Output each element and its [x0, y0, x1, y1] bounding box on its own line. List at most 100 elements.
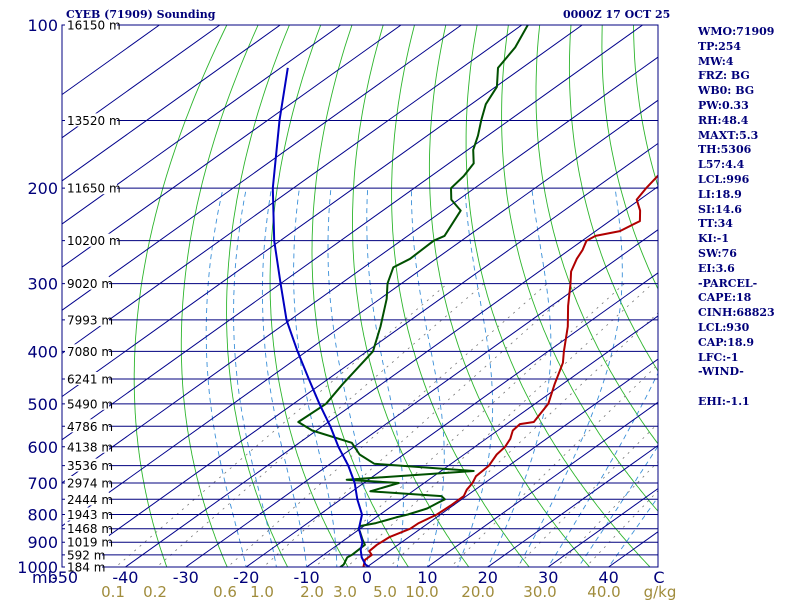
mixing-ratio-line: [227, 283, 548, 567]
height-label-bg: [65, 535, 109, 549]
height-label: 9020 m: [67, 277, 113, 291]
dry-adiabat-line: [501, 25, 658, 512]
index-line: MAXT:5.3: [698, 128, 759, 142]
height-label-bg: [65, 113, 117, 127]
mixing-ratio-label: 0.6: [213, 583, 237, 600]
dry-adiabat-line: [568, 25, 658, 372]
pressure-tick-label: 400: [27, 342, 58, 361]
pressure-tick-label: 300: [27, 275, 58, 294]
temperature-tick-label: -50: [52, 568, 78, 587]
isotherm-line: [306, 315, 658, 567]
isotherm-line: [62, 25, 341, 225]
moist-adiabat-line: [547, 372, 658, 567]
pressure-tick-label: 500: [27, 395, 58, 414]
dewpoint-profile: [297, 25, 529, 567]
moist-adiabat-line: [327, 188, 369, 567]
height-label: 2974 m: [67, 477, 113, 491]
pressure-tick-label: 100: [27, 16, 58, 35]
height-label-bg: [65, 276, 109, 290]
height-label: 11650 m: [67, 182, 121, 196]
parcel-profile: [271, 67, 371, 567]
dry-adiabat-line: [180, 25, 259, 567]
index-line: SI:14.6: [698, 202, 742, 216]
plot-frame: [61, 24, 659, 568]
height-label-bg: [65, 18, 117, 31]
moist-adiabat-line: [410, 188, 445, 567]
index-line: SW:76: [698, 246, 737, 260]
height-label: 7080 m: [67, 345, 113, 359]
mixing-ratio-line: [346, 283, 653, 567]
isotherm-line: [366, 358, 658, 567]
height-label: 4138 m: [67, 440, 113, 454]
moist-adiabat-line: [261, 188, 308, 567]
temperature-tick-label: -30: [173, 568, 199, 587]
height-label-bg: [65, 344, 109, 358]
height-label-bg: [65, 439, 109, 453]
height-label: 1943 m: [67, 508, 113, 522]
index-line: RH:48.4: [698, 113, 749, 127]
height-label-bg: [65, 560, 102, 573]
station-title: CYEB (71909) Sounding: [66, 8, 216, 21]
temperature-tick-label: 30: [538, 568, 558, 587]
moist-adiabat-line: [205, 188, 247, 567]
height-label-bg: [65, 547, 102, 561]
dry-adiabat-line: [788, 13, 800, 579]
dry-adiabat-line: [311, 25, 409, 567]
dry-adiabat-line: [465, 25, 651, 567]
mixing-ratio-line: [450, 364, 658, 567]
moist-adiabat-line: [293, 188, 338, 567]
moist-adiabat-line: [517, 188, 623, 567]
index-line: MW:4: [698, 54, 734, 68]
height-label-bg: [65, 458, 109, 472]
height-label: 13520 m: [67, 114, 121, 128]
height-label: 6241 m: [67, 373, 113, 387]
index-line: TP:254: [698, 39, 742, 53]
height-label-bg: [65, 372, 109, 385]
height-label-bg: [65, 492, 109, 506]
pressure-tick-label: 600: [27, 438, 58, 457]
height-label: 10200 m: [67, 234, 121, 248]
temperature-tick-label: -40: [112, 568, 138, 587]
index-line: WMO:71909: [698, 25, 775, 38]
isotherm-line: [62, 25, 643, 441]
index-line: TT:34: [698, 217, 733, 231]
pressure-axis-unit: mb: [32, 568, 58, 587]
isotherm-line: [62, 99, 658, 527]
pressure-tick-label: 800: [27, 506, 58, 525]
index-line: LCL:996: [698, 172, 750, 186]
index-line: LCL:930: [698, 320, 750, 334]
dry-adiabat-line: [535, 25, 658, 445]
dry-adiabat-line: [428, 25, 591, 567]
index-line: EHI:-1.1: [698, 394, 750, 408]
height-label: 3536 m: [67, 459, 113, 473]
pressure-tick-label: 900: [27, 533, 58, 552]
mixing-ratio-label: 0.2: [143, 583, 167, 600]
height-label: 1019 m: [67, 536, 113, 550]
moist-adiabat-line: [487, 188, 552, 567]
index-line: EI:3.6: [698, 261, 735, 275]
index-line: CINH:68823: [698, 306, 775, 320]
dry-adiabat-line: [352, 25, 470, 567]
height-label-bg: [65, 233, 117, 247]
mixing-ratio-label: 2.0: [300, 583, 324, 600]
height-label: 5490 m: [67, 397, 113, 411]
index-line: LI:18.9: [698, 187, 742, 201]
height-label-bg: [65, 521, 109, 535]
isotherm-line: [185, 229, 658, 567]
height-label-bg: [65, 507, 109, 521]
mixing-ratio-label: 40.0: [587, 583, 620, 600]
temperature-tick-label: 10: [417, 568, 437, 587]
index-line: KI:-1: [698, 232, 729, 246]
isotherm-line: [487, 444, 658, 567]
index-line: WB0: BG: [698, 84, 755, 98]
moist-adiabat-line: [457, 188, 494, 567]
height-label-bg: [65, 476, 109, 489]
index-line: -PARCEL-: [698, 276, 758, 290]
mixing-ratio-label: 3.0: [333, 583, 357, 600]
isotherm-line: [62, 25, 583, 398]
temperature-tick-label: 0: [362, 568, 372, 587]
index-line: LFC:-1: [698, 350, 739, 364]
height-label-bg: [65, 181, 117, 195]
isotherm-line: [125, 185, 658, 567]
height-label-bg: [65, 312, 109, 326]
